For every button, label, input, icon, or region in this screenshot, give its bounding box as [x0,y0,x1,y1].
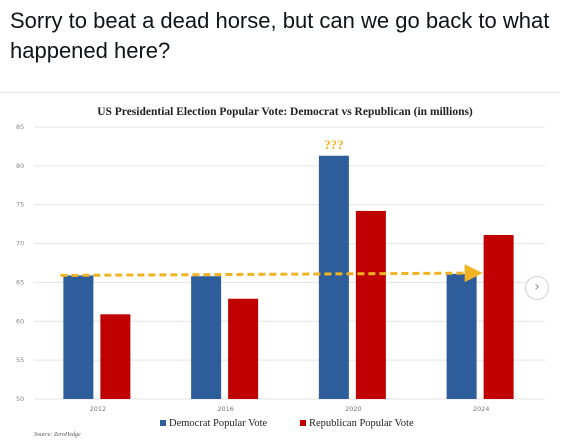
democrat-bar-2024 [446,273,477,399]
democrat-bar-2020 [318,155,349,399]
republican-bar-2024 [483,235,514,399]
legend-label: Democrat Popular Vote [169,418,268,429]
y-tick-label: 80 [16,162,24,170]
y-tick-label: 50 [16,395,24,403]
y-tick-label: 55 [16,356,24,364]
y-tick-label: 60 [16,317,24,325]
media-card[interactable]: US Presidential Election Popular Vote: D… [0,92,560,442]
chart-title: US Presidential Election Popular Vote: D… [97,106,473,118]
election-chart: US Presidential Election Popular Vote: D… [16,106,545,438]
tweet-text: Sorry to beat a dead horse, but can we g… [10,8,550,63]
next-image-chevron-icon[interactable]: › [525,276,549,300]
source-note: Source: ZeroHedge [34,432,81,438]
x-tick-label: 2012 [90,405,107,413]
dashed-trend-line [60,264,483,283]
y-tick-label: 85 [16,123,24,131]
x-tick-label: 2024 [473,405,490,413]
democrat-bar-2012 [63,275,94,399]
x-tick-label: 2020 [345,405,362,413]
democrat-bar-2016 [191,276,222,399]
y-tick-label: 65 [16,278,24,286]
question-marks-annotation: ??? [324,137,344,152]
y-axis-ticks: 50 55 60 65 70 75 80 85 [16,123,24,403]
trend-arrow [60,264,483,283]
bars [63,155,514,399]
y-tick-label: 70 [16,240,24,248]
x-tick-label: 2016 [217,405,234,413]
legend-swatch [300,420,306,426]
legend: Democrat Popular Vote Republican Popular … [160,418,414,429]
republican-bar-2020 [355,210,386,399]
y-tick-label: 75 [16,201,24,209]
x-axis-ticks: 2012 2016 2020 2024 [90,405,490,413]
legend-swatch [160,420,166,426]
republican-bar-2016 [228,298,259,399]
legend-label: Republican Popular Vote [309,418,414,429]
republican-bar-2012 [100,314,131,399]
